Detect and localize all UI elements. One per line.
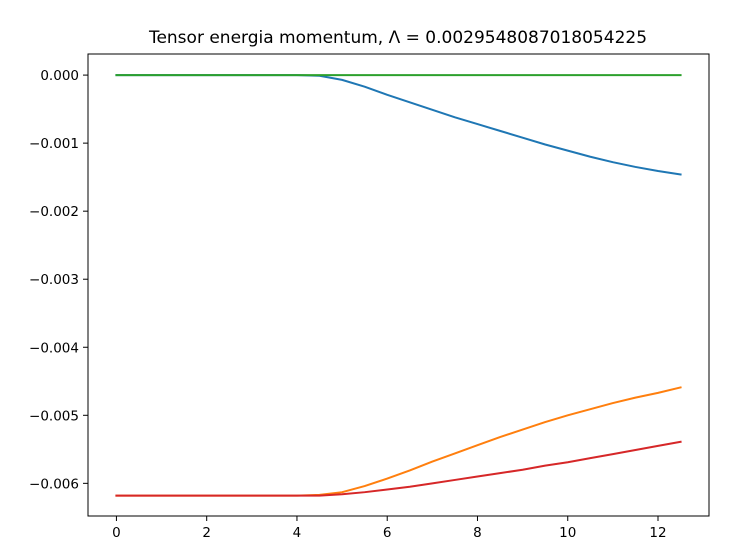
x-tick-label: 10 [559, 525, 576, 541]
x-tick-label: 2 [202, 525, 211, 541]
axes-frame [87, 53, 710, 517]
chart-title: Tensor energia momentum, Λ = 0.002954808… [148, 28, 647, 48]
axes-background [88, 54, 709, 516]
y-tick-label: −0.005 [29, 408, 79, 424]
x-tick-label: 12 [649, 525, 666, 541]
y-tick-label: −0.006 [29, 476, 79, 492]
y-axis: 0.000 −0.001 −0.002 −0.003 −0.004 −0.005 −0.00… [29, 68, 88, 492]
x-axis: 0 2 4 6 8 10 12 [112, 516, 667, 541]
x-tick-label: 0 [112, 525, 121, 541]
y-tick-label: 0.000 [40, 68, 79, 84]
y-tick-label: −0.004 [29, 340, 79, 356]
series-layer [115, 74, 682, 497]
x-tick-label: 8 [473, 525, 482, 541]
y-tick-label: −0.001 [29, 136, 79, 152]
y-tick-label: −0.003 [29, 272, 79, 288]
x-tick-label: 4 [293, 525, 302, 541]
series-line-4 [115, 440, 682, 497]
y-tick-label: −0.002 [29, 204, 79, 220]
x-tick-label: 6 [383, 525, 392, 541]
plot-area [87, 53, 710, 517]
